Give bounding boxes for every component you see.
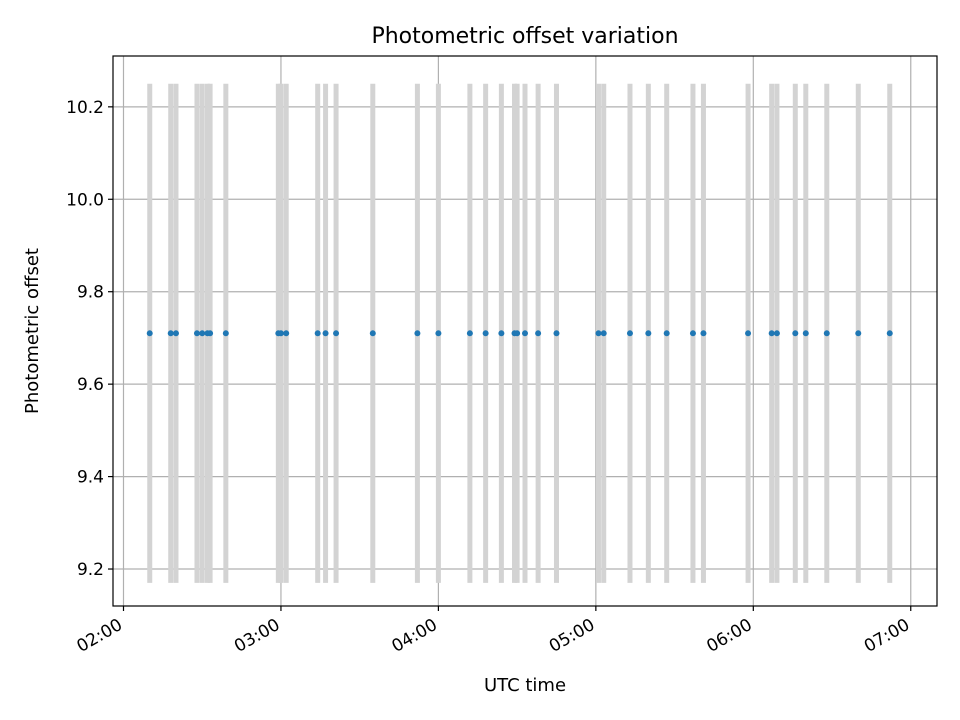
data-point [167,330,174,337]
data-point [514,330,521,337]
data-point [222,330,229,337]
y-tick-label: 9.2 [77,560,104,580]
y-tick-label: 9.8 [77,283,104,303]
data-point [466,330,473,337]
data-point [855,330,862,337]
data-point [369,330,376,337]
data-point [700,330,707,337]
data-point [663,330,670,337]
data-point [886,330,893,337]
data-point [823,330,830,337]
y-tick-label: 9.6 [77,375,104,395]
data-points [146,330,893,337]
data-point [773,330,780,337]
data-point [314,330,321,337]
data-point [414,330,421,337]
data-point [193,330,200,337]
data-point [172,330,179,337]
y-tick-label: 10.0 [66,190,104,210]
data-point [553,330,560,337]
data-point [498,330,505,337]
data-point [745,330,752,337]
data-point [792,330,799,337]
data-point [277,330,284,337]
plot-frame [112,55,938,607]
data-point [768,330,775,337]
data-point [645,330,652,337]
data-point [626,330,633,337]
data-point [199,330,206,337]
y-axis-label: Photometric offset [22,248,43,414]
data-point [595,330,602,337]
x-axis-label: UTC time [484,675,566,696]
data-point [435,330,442,337]
data-point [482,330,489,337]
data-point [600,330,607,337]
data-point [802,330,809,337]
data-point [522,330,528,337]
data-point [283,330,290,337]
y-tick-label: 10.2 [66,98,104,118]
data-point [689,330,696,337]
data-point [535,330,542,337]
data-point [333,330,340,337]
data-point [207,330,214,337]
chart-title: Photometric offset variation [371,24,678,49]
data-point [146,330,153,337]
data-point [322,330,329,337]
y-tick-label: 9.4 [77,468,104,488]
